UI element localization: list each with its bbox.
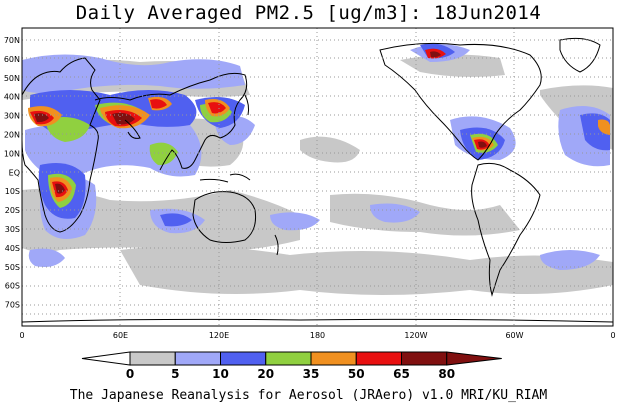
lon-label-0: 0 [19, 331, 24, 340]
colorbar-label-80: 80 [438, 367, 455, 381]
longitude-labels: 0 60E 120E 180 120W 60W 0 [19, 331, 615, 340]
lat-label-50n: 50N [4, 74, 20, 83]
colorbar: 0 5 10 20 35 50 65 80 [81, 351, 502, 381]
lat-label-20n: 20N [4, 131, 20, 140]
colorbar-swatch-2 [174, 351, 221, 366]
lat-label-30n: 30N [4, 112, 20, 121]
latitude-labels: 70N 60N 50N 40N 30N 20N 10N EQ 10S 20S 30S 40S 50S 60… [4, 36, 20, 310]
colorbar-label-10: 10 [212, 367, 229, 381]
colorbar-swatch-4 [265, 351, 312, 366]
lon-label-6: 0 [610, 331, 615, 340]
lat-label-40n: 40N [4, 93, 20, 102]
lat-label-70n: 70N [4, 36, 20, 45]
colorbar-swatch-6 [355, 351, 402, 366]
lon-label-4: 120W [404, 331, 427, 340]
colorbar-swatch-7 [401, 351, 448, 366]
lon-label-1: 60E [113, 331, 128, 340]
lat-label-60s: 60S [5, 282, 20, 291]
colorbar-swatch-3 [220, 351, 267, 366]
lat-label-40s: 40S [5, 244, 20, 253]
colorbar-label-20: 20 [257, 367, 274, 381]
lon-label-2: 120E [209, 331, 229, 340]
pm25-level-80-plus [34, 51, 487, 194]
lat-label-50s: 50S [5, 263, 20, 272]
footer-credit: The Japanese Reanalysis for Aerosol (JRA… [69, 388, 548, 403]
lat-label-10s: 10S [5, 187, 20, 196]
coastlines [21, 37, 614, 323]
lat-label-70s: 70S [5, 301, 20, 310]
lat-label-60n: 60N [4, 55, 20, 64]
colorbar-label-0: 0 [126, 367, 134, 381]
colorbar-label-65: 65 [393, 367, 410, 381]
lon-label-3: 180 [310, 331, 325, 340]
lat-label-30s: 30S [5, 225, 20, 234]
colorbar-swatch-5 [310, 351, 357, 366]
lon-label-5: 60W [505, 331, 523, 340]
colorbar-label-50: 50 [348, 367, 365, 381]
lat-label-20s: 20S [5, 206, 20, 215]
lat-label-10n: 10N [4, 149, 20, 158]
graticule [22, 28, 613, 326]
colorbar-arrow-low [81, 351, 131, 366]
colorbar-arrow-high [446, 351, 502, 366]
colorbar-swatch-1 [129, 351, 176, 366]
pm25-field [21, 27, 614, 327]
colorbar-label-5: 5 [171, 367, 179, 381]
map-frame [21, 27, 614, 327]
lat-label-eq: EQ [9, 168, 20, 177]
map-title: Daily Averaged PM2.5 [ug/m3]: 18Jun2014 [75, 2, 542, 24]
colorbar-label-35: 35 [303, 367, 320, 381]
